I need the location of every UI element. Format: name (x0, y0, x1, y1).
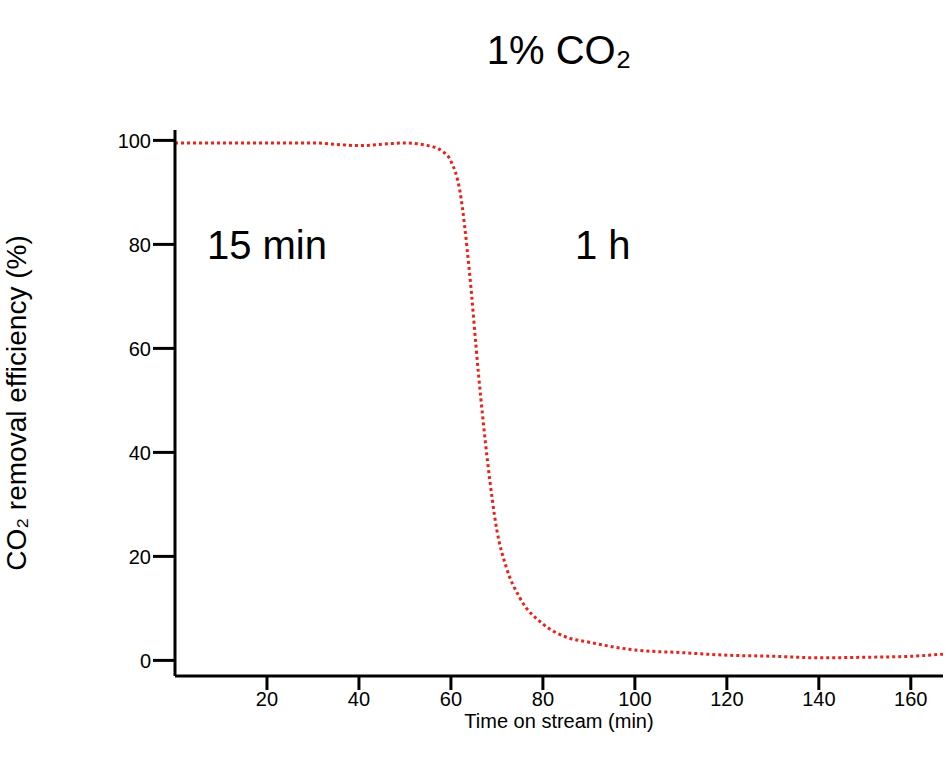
svg-text:0: 0 (140, 650, 151, 672)
html-text:1% CO₂: 1% CO₂ (486, 27, 632, 72)
svg-text:80: 80 (532, 688, 554, 710)
svg-text:15 min: 15 min (207, 223, 327, 267)
svg-text:20: 20 (129, 546, 151, 568)
svg-text:60: 60 (129, 338, 151, 360)
svg-text:160: 160 (894, 688, 927, 710)
svg-text:CO₂ removal efficiency (%): CO₂ removal efficiency (%) (1, 235, 32, 571)
svg-text:120: 120 (710, 688, 743, 710)
svg-text:1 h: 1 h (575, 223, 631, 267)
svg-text:100: 100 (118, 130, 151, 152)
svg-text:100: 100 (618, 688, 651, 710)
svg-text:80: 80 (129, 234, 151, 256)
svg-text:60: 60 (440, 688, 462, 710)
svg-text:40: 40 (348, 688, 370, 710)
svg-text:Time on stream (min): Time on stream (min) (464, 710, 653, 732)
svg-text:140: 140 (802, 688, 835, 710)
svg-text:20: 20 (256, 688, 278, 710)
svg-text:40: 40 (129, 442, 151, 464)
